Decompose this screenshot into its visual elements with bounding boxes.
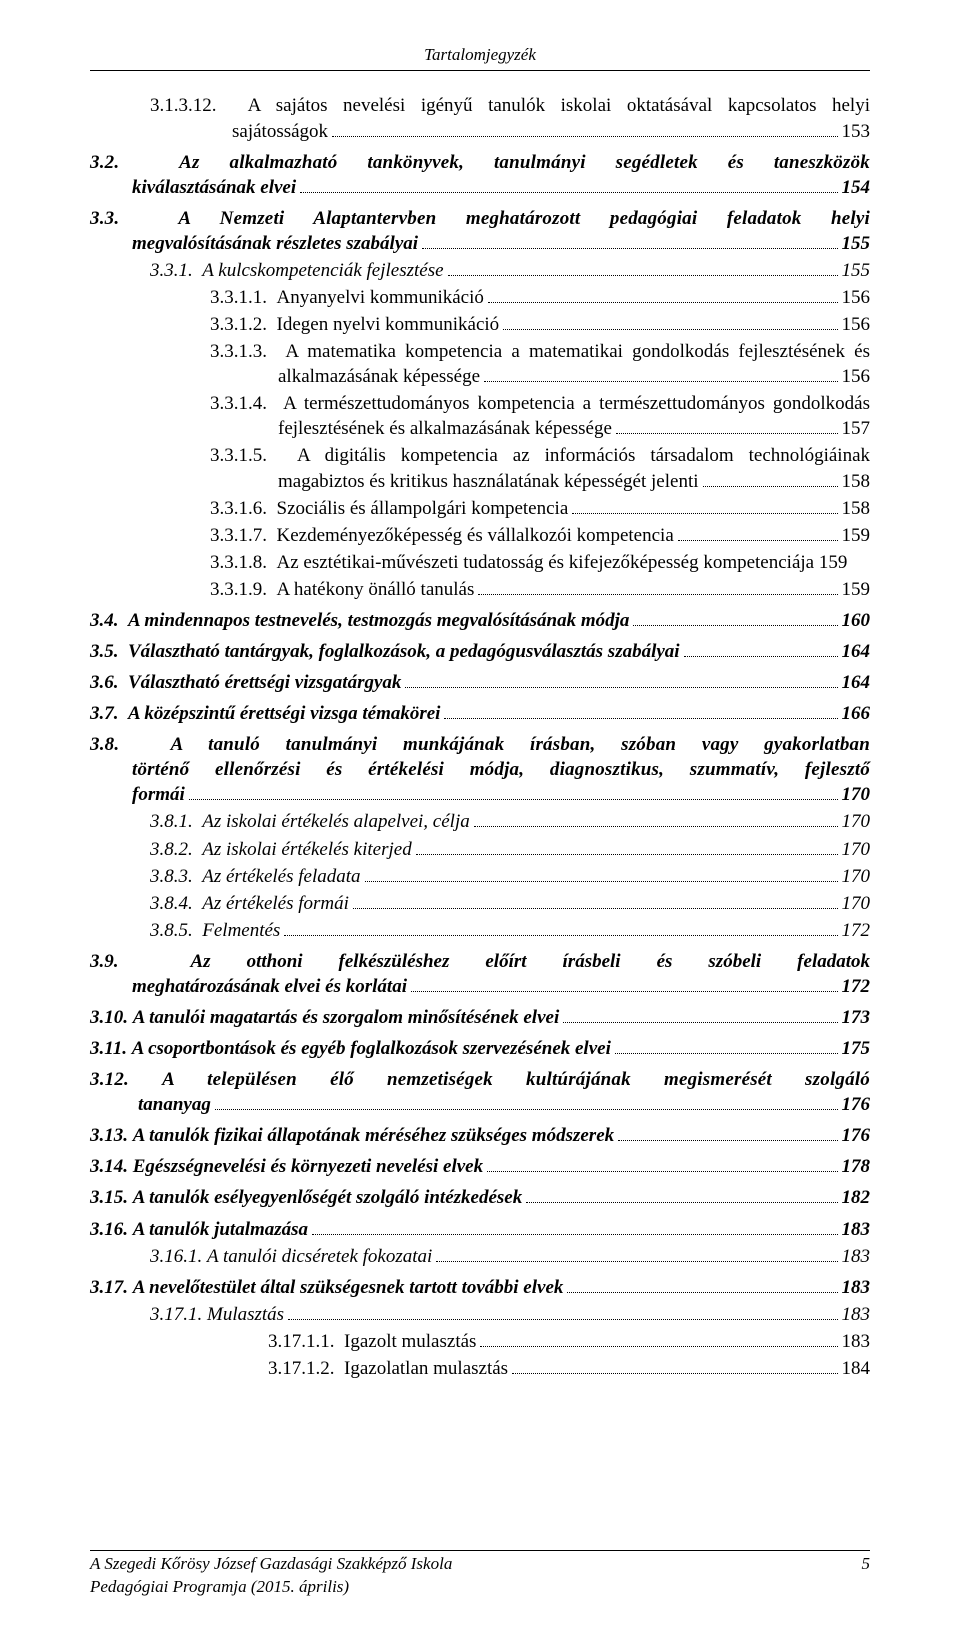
toc-entry: 3.6. Választható érettségi vizsgatárgyak…	[90, 670, 870, 695]
page-header: Tartalomjegyzék	[90, 44, 870, 66]
toc-entry: 3.11. A csoportbontások és egyéb foglalk…	[90, 1036, 870, 1061]
toc-entry: 3.2. Az alkalmazható tankönyvek, tanulmá…	[90, 150, 870, 200]
toc-entry: 3.3.1.5. A digitális kompetencia az info…	[90, 443, 870, 493]
toc-entry: 3.16. A tanulók jutalmazása 183	[90, 1217, 870, 1242]
toc-entry: 3.16.1. A tanulói dicséretek fokozatai 1…	[90, 1244, 870, 1269]
toc-entry: 3.1.3.12. A sajátos nevelési igényű tanu…	[90, 93, 870, 143]
toc-entry: 3.3.1.1. Anyanyelvi kommunikáció 156	[90, 285, 870, 310]
toc-entry: 3.8.3. Az értékelés feladata 170	[90, 864, 870, 889]
toc-entry: 3.7. A középszintű érettségi vizsga téma…	[90, 701, 870, 726]
toc-entry: 3.4. A mindennapos testnevelés, testmozg…	[90, 608, 870, 633]
footer-page-number: 5	[862, 1553, 871, 1575]
toc-entry: 3.17.1.2. Igazolatlan mulasztás 184	[90, 1356, 870, 1381]
toc-entry: 3.17. A nevelőtestület által szükségesne…	[90, 1275, 870, 1300]
toc-entry: 3.8.1. Az iskolai értékelés alapelvei, c…	[90, 809, 870, 834]
page-footer: A Szegedi Kőrösy József Gazdasági Szakké…	[90, 1550, 870, 1598]
footer-left-1: A Szegedi Kőrösy József Gazdasági Szakké…	[90, 1553, 452, 1575]
toc-entry: 3.14. Egészségnevelési és környezeti nev…	[90, 1154, 870, 1179]
footer-rule	[90, 1550, 870, 1551]
header-rule	[90, 70, 870, 71]
toc-entry: 3.13. A tanulók fizikai állapotának méré…	[90, 1123, 870, 1148]
toc-entry: 3.8.4. Az értékelés formái 170	[90, 891, 870, 916]
toc-entry: 3.17.1.1. Igazolt mulasztás 183	[90, 1329, 870, 1354]
toc-entry: 3.3.1.4. A természettudományos kompetenc…	[90, 391, 870, 441]
toc-entry: 3.8.5. Felmentés 172	[90, 918, 870, 943]
toc-entry: 3.3.1.8. Az esztétikai-művészeti tudatos…	[90, 550, 870, 575]
toc-entry: 3.9. Az otthoni felkészüléshez előírt ír…	[90, 949, 870, 999]
toc-entry: 3.15. A tanulók esélyegyenlőségét szolgá…	[90, 1185, 870, 1210]
toc-entry: 3.12. A településen élő nemzetiségek kul…	[90, 1067, 870, 1117]
toc-entry: 3.3.1.2. Idegen nyelvi kommunikáció 156	[90, 312, 870, 337]
toc-entry: 3.10. A tanulói magatartás és szorgalom …	[90, 1005, 870, 1030]
toc-entry: 3.3.1.6. Szociális és állampolgári kompe…	[90, 496, 870, 521]
toc-entry: 3.3. A Nemzeti Alaptantervben meghatároz…	[90, 206, 870, 256]
toc-entry: 3.3.1.9. A hatékony önálló tanulás 159	[90, 577, 870, 602]
toc-entry: 3.3.1.3. A matematika kompetencia a mate…	[90, 339, 870, 389]
toc-entry: 3.5. Választható tantárgyak, foglalkozás…	[90, 639, 870, 664]
toc-entry: 3.3.1.7. Kezdeményezőképesség és vállalk…	[90, 523, 870, 548]
footer-left-2: Pedagógiai Programja (2015. április)	[90, 1576, 349, 1598]
toc-entry: 3.3.1. A kulcskompetenciák fejlesztése 1…	[90, 258, 870, 283]
toc-entry: 3.8. A tanuló tanulmányi munkájának írás…	[90, 732, 870, 807]
toc-entry: 3.8.2. Az iskolai értékelés kiterjed 170	[90, 837, 870, 862]
toc-entry: 3.17.1. Mulasztás 183	[90, 1302, 870, 1327]
